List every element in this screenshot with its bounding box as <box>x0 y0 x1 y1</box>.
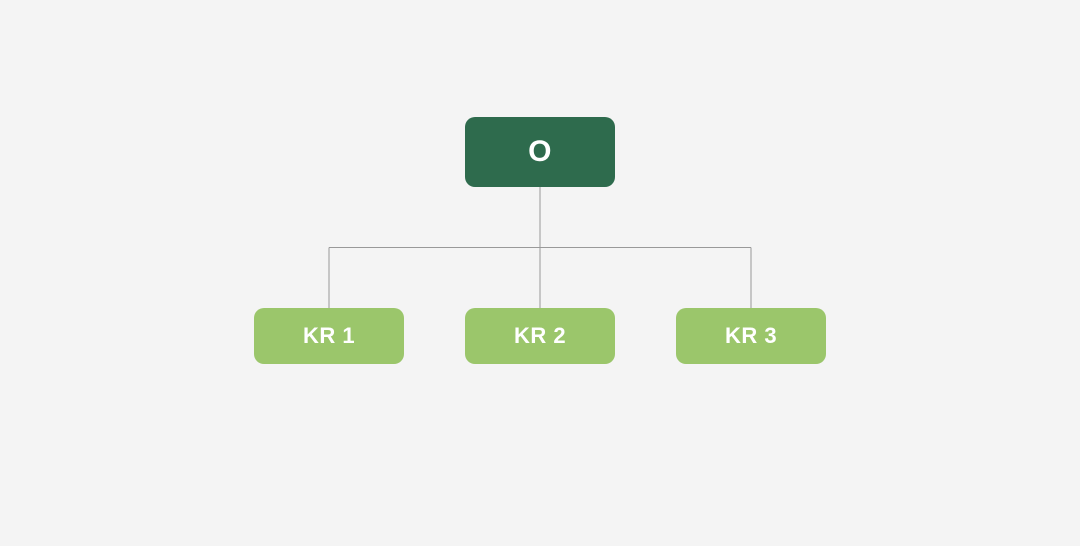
child-node-kr1: KR 1 <box>254 308 404 364</box>
child-node-kr3: KR 3 <box>676 308 826 364</box>
child-node-kr1-label: KR 1 <box>303 323 355 349</box>
root-node: O <box>465 117 615 187</box>
connector-lines <box>0 0 1080 546</box>
root-node-label: O <box>528 135 552 169</box>
child-node-kr2-label: KR 2 <box>514 323 566 349</box>
child-node-kr3-label: KR 3 <box>725 323 777 349</box>
diagram-canvas: O KR 1 KR 2 KR 3 <box>0 0 1080 546</box>
child-node-kr2: KR 2 <box>465 308 615 364</box>
